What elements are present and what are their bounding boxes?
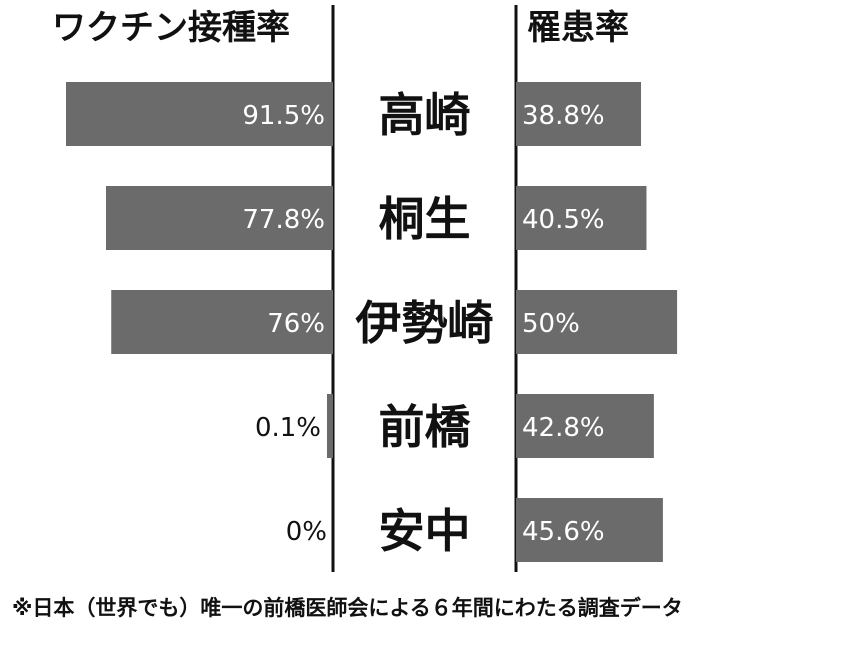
city-label-4: 前橋: [379, 400, 471, 454]
city-label-2: 桐生: [379, 192, 471, 246]
footnote: ※日本（世界でも）唯一の前橋医師会による６年間にわたる調査データ: [12, 596, 683, 620]
bars-layer: 91.5% 高崎 38.8% 77.8% 桐生 40.5% 76% 伊勢崎 50% 0.1% 前橋 4…: [66, 82, 678, 562]
vaccination-bar-3: [111, 290, 333, 354]
infection-value-label-3: 50%: [522, 309, 580, 339]
vaccination-value-label-3: 76%: [267, 309, 325, 339]
vaccination-value-label-1: 91.5%: [242, 101, 325, 131]
infection-value-label-4: 42.8%: [522, 413, 605, 443]
infection-rate-heading: 罹患率: [527, 8, 629, 48]
vaccination-rate-heading: ワクチン接種率: [52, 8, 290, 48]
vaccination-bar-1: [66, 82, 333, 146]
infection-bar-4: [516, 394, 654, 458]
infection-bar-5: [516, 498, 663, 562]
infection-value-label-5: 45.6%: [522, 517, 605, 547]
infection-bar-2: [516, 186, 647, 250]
city-label-5: 安中: [379, 504, 471, 558]
city-label-3: 伊勢崎: [355, 296, 494, 350]
infection-value-label-2: 40.5%: [522, 205, 605, 235]
vaccination-bar-2: [105, 186, 333, 250]
infection-bar-1: [516, 82, 641, 146]
vaccination-bar-4: [327, 394, 333, 458]
vaccination-value-label-4: 0.1%: [255, 413, 321, 443]
infection-bar-3: [516, 290, 678, 354]
city-label-1: 高崎: [379, 88, 471, 142]
infection-value-label-1: 38.8%: [522, 101, 605, 131]
vaccination-value-label-2: 77.8%: [242, 205, 325, 235]
vaccination-value-label-5: 0%: [286, 517, 327, 547]
